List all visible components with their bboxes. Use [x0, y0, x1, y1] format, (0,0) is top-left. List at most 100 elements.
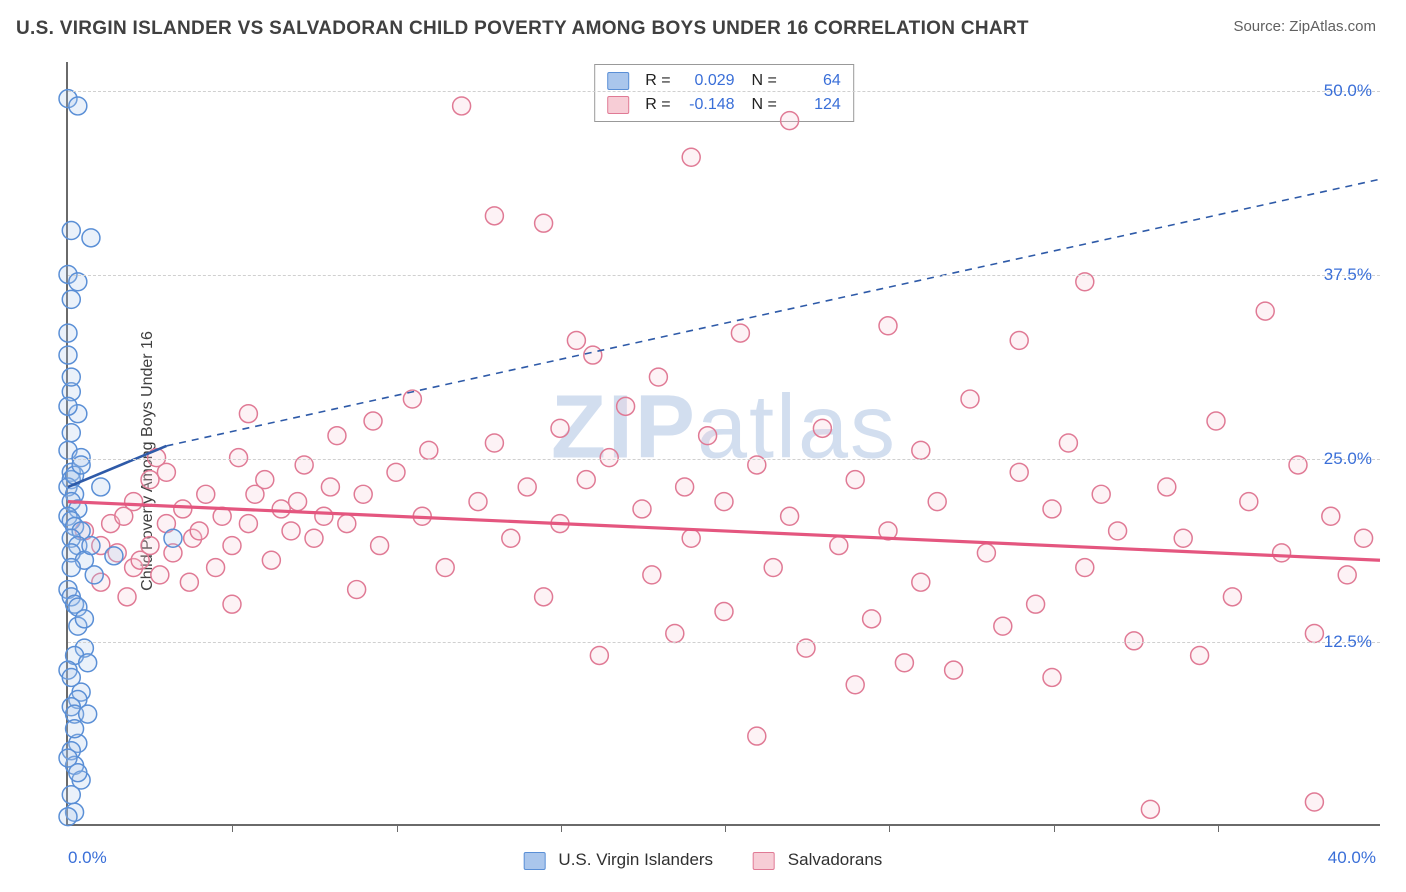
- x-tick: [397, 824, 398, 832]
- data-point: [272, 500, 290, 518]
- y-tick-label: 37.5%: [1324, 265, 1372, 285]
- data-point: [79, 705, 97, 723]
- data-point: [879, 317, 897, 335]
- data-point: [945, 661, 963, 679]
- data-point: [1240, 493, 1258, 511]
- data-point: [82, 537, 100, 555]
- data-point: [485, 207, 503, 225]
- data-point: [348, 581, 366, 599]
- data-point: [59, 808, 77, 826]
- data-point: [649, 368, 667, 386]
- data-point: [1174, 529, 1192, 547]
- data-point: [262, 551, 280, 569]
- data-point: [502, 529, 520, 547]
- data-point: [75, 610, 93, 628]
- y-tick-label: 50.0%: [1324, 81, 1372, 101]
- data-point: [912, 573, 930, 591]
- data-point: [781, 112, 799, 130]
- data-point: [912, 441, 930, 459]
- data-point: [1322, 507, 1340, 525]
- data-point: [584, 346, 602, 364]
- data-point: [62, 368, 80, 386]
- data-point: [141, 471, 159, 489]
- data-point: [682, 148, 700, 166]
- data-point: [535, 214, 553, 232]
- data-point: [1158, 478, 1176, 496]
- data-point: [69, 97, 87, 115]
- gridline: [68, 91, 1380, 92]
- data-point: [62, 222, 80, 240]
- data-point: [643, 566, 661, 584]
- data-point: [1273, 544, 1291, 562]
- data-point: [66, 720, 84, 738]
- data-point: [895, 654, 913, 672]
- data-point: [62, 559, 80, 577]
- data-point: [617, 397, 635, 415]
- legend-item-1: U.S. Virgin Islanders: [524, 850, 713, 870]
- legend-label: Salvadorans: [788, 850, 883, 869]
- data-point: [764, 559, 782, 577]
- data-point: [59, 324, 77, 342]
- data-point: [453, 97, 471, 115]
- data-point: [164, 529, 182, 547]
- gridline: [68, 275, 1380, 276]
- data-point: [239, 515, 257, 533]
- data-point: [1109, 522, 1127, 540]
- data-point: [207, 559, 225, 577]
- data-point: [1191, 647, 1209, 665]
- data-point: [223, 595, 241, 613]
- data-point: [715, 493, 733, 511]
- gridline: [68, 459, 1380, 460]
- data-point: [364, 412, 382, 430]
- legend-item-2: Salvadorans: [753, 850, 882, 870]
- x-tick: [725, 824, 726, 832]
- data-point: [1305, 625, 1323, 643]
- data-point: [151, 566, 169, 584]
- data-point: [682, 529, 700, 547]
- data-point: [85, 566, 103, 584]
- data-point: [748, 727, 766, 745]
- data-point: [230, 449, 248, 467]
- plot-area: ZIPatlas R =0.029 N =64 R =-0.148 N =124…: [66, 62, 1380, 826]
- x-tick: [561, 824, 562, 832]
- data-point: [197, 485, 215, 503]
- chart-container: Child Poverty Among Boys Under 16 ZIPatl…: [18, 48, 1388, 874]
- data-point: [961, 390, 979, 408]
- data-point: [731, 324, 749, 342]
- scatter-svg: [68, 62, 1380, 824]
- x-tick: [232, 824, 233, 832]
- data-point: [535, 588, 553, 606]
- data-point: [125, 493, 143, 511]
- data-point: [1141, 800, 1159, 818]
- data-point: [977, 544, 995, 562]
- data-point: [118, 588, 136, 606]
- data-point: [813, 419, 831, 437]
- data-point: [403, 390, 421, 408]
- source-label: Source: ZipAtlas.com: [1233, 18, 1376, 35]
- data-point: [62, 424, 80, 442]
- data-point: [469, 493, 487, 511]
- data-point: [1338, 566, 1356, 584]
- data-point: [1125, 632, 1143, 650]
- data-point: [354, 485, 372, 503]
- chart-title: U.S. VIRGIN ISLANDER VS SALVADORAN CHILD…: [16, 18, 1029, 40]
- y-tick-label: 12.5%: [1324, 632, 1372, 652]
- data-point: [328, 427, 346, 445]
- data-point: [1010, 331, 1028, 349]
- x-axis-max-label: 40.0%: [1328, 848, 1376, 868]
- data-point: [190, 522, 208, 540]
- data-point: [62, 290, 80, 308]
- data-point: [577, 471, 595, 489]
- data-point: [105, 547, 123, 565]
- data-point: [315, 507, 333, 525]
- data-point: [180, 573, 198, 591]
- data-point: [59, 397, 77, 415]
- data-point: [1043, 668, 1061, 686]
- data-point: [699, 427, 717, 445]
- data-point: [1305, 793, 1323, 811]
- data-point: [1043, 500, 1061, 518]
- data-point: [715, 603, 733, 621]
- data-point: [666, 625, 684, 643]
- data-point: [82, 229, 100, 247]
- series-legend: U.S. Virgin Islanders Salvadorans: [524, 850, 883, 870]
